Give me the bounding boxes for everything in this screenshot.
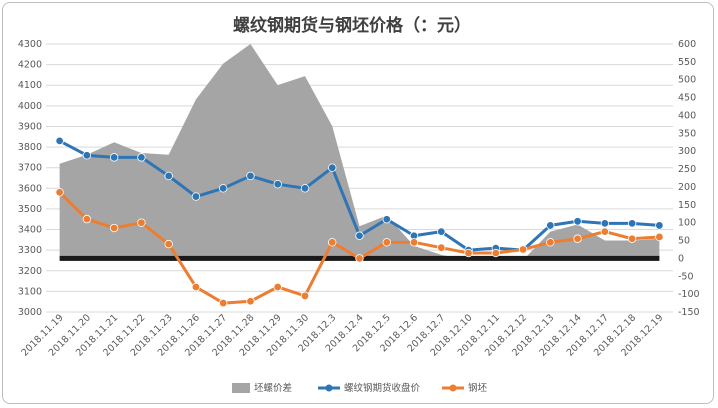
point-billet (409, 238, 419, 247)
y-left-tick-label: 4300 (18, 39, 42, 50)
point-futures-close (218, 184, 228, 193)
y-left-tick-label: 3600 (18, 183, 42, 194)
y-right-tick-label: 150 (678, 200, 696, 211)
y-right-tick-label: -100 (678, 289, 700, 300)
y-left-tick-label: 4100 (18, 80, 42, 91)
point-billet (191, 282, 201, 292)
y-left-tick-label: 3700 (18, 163, 42, 174)
point-futures-close (191, 192, 201, 201)
point-billet (273, 282, 282, 292)
point-billet (300, 291, 310, 301)
y-right-tick-label: 50 (678, 236, 690, 247)
point-billet (464, 248, 473, 258)
point-futures-close (246, 171, 255, 181)
point-billet (573, 234, 582, 243)
y-right-tick-label: 0 (678, 253, 684, 264)
y-right-tick-label: 200 (678, 182, 696, 193)
y-right-tick-label: -150 (678, 307, 700, 318)
y-right-tick-label: 300 (678, 146, 696, 157)
series-area-spread (59, 44, 660, 261)
point-billet (382, 238, 391, 247)
point-billet (491, 248, 501, 258)
y-right-tick-label: -50 (678, 271, 694, 282)
point-futures-close (109, 153, 119, 162)
legend-label: 坯螺价差 (254, 382, 292, 394)
y-left-tick-label: 3100 (18, 286, 42, 297)
point-futures-close (273, 179, 282, 189)
point-futures-close (546, 221, 555, 230)
y-left-tick-label: 3200 (18, 266, 42, 277)
point-billet (246, 297, 255, 306)
point-billet (546, 238, 555, 247)
point-futures-close (382, 215, 391, 224)
y-left-tick-label: 4000 (18, 101, 42, 112)
y-right-tick-label: 550 (678, 57, 696, 68)
point-futures-close (300, 184, 310, 193)
point-billet (218, 298, 228, 308)
point-billet (437, 243, 446, 252)
point-billet (82, 214, 92, 224)
y-left-tick-label: 3300 (18, 245, 42, 256)
point-billet (655, 232, 664, 242)
legend-swatch-marker (449, 384, 457, 392)
chart-title: 螺纹钢期货与钢坯价格（：元） (233, 15, 471, 36)
y-right-tick-label: 100 (678, 218, 696, 229)
point-futures-close (164, 171, 173, 181)
y-right-tick-label: 600 (678, 39, 696, 50)
point-futures-close (137, 153, 146, 162)
point-futures-close (655, 221, 664, 230)
point-billet (137, 218, 146, 227)
point-billet (355, 254, 364, 263)
legend-label: 钢坯 (468, 382, 488, 394)
point-billet (627, 234, 637, 243)
point-billet (55, 188, 64, 197)
point-futures-close (600, 219, 610, 228)
y-left-tick-label: 4200 (18, 60, 42, 71)
y-right-tick-label: 400 (678, 110, 696, 121)
point-futures-close (328, 163, 337, 172)
y-right-tick-label: 350 (678, 128, 696, 139)
point-futures-close (627, 219, 637, 228)
y-right-tick-label: 450 (678, 93, 696, 104)
point-futures-close (355, 231, 364, 240)
y-left-tick-label: 3000 (18, 307, 42, 318)
y-left-tick-label: 3900 (18, 121, 42, 132)
point-billet (518, 245, 528, 254)
y-right-tick-label: 500 (678, 75, 696, 86)
legend-swatch-marker (325, 384, 333, 392)
point-futures-close (573, 217, 582, 226)
y-right-tick-label: 250 (678, 164, 696, 175)
point-billet (328, 238, 337, 247)
point-billet (164, 239, 173, 249)
legend-swatch-area (232, 383, 250, 393)
legend-label: 螺纹钢期货收盘价 (344, 382, 421, 394)
point-billet (109, 223, 119, 233)
y-left-tick-label: 3500 (18, 204, 42, 215)
point-billet (600, 227, 610, 236)
y-left-tick-label: 3400 (18, 225, 42, 236)
point-futures-close (82, 151, 92, 160)
point-futures-close (437, 227, 446, 236)
y-left-tick-label: 3800 (18, 142, 42, 153)
point-futures-close (55, 136, 64, 146)
